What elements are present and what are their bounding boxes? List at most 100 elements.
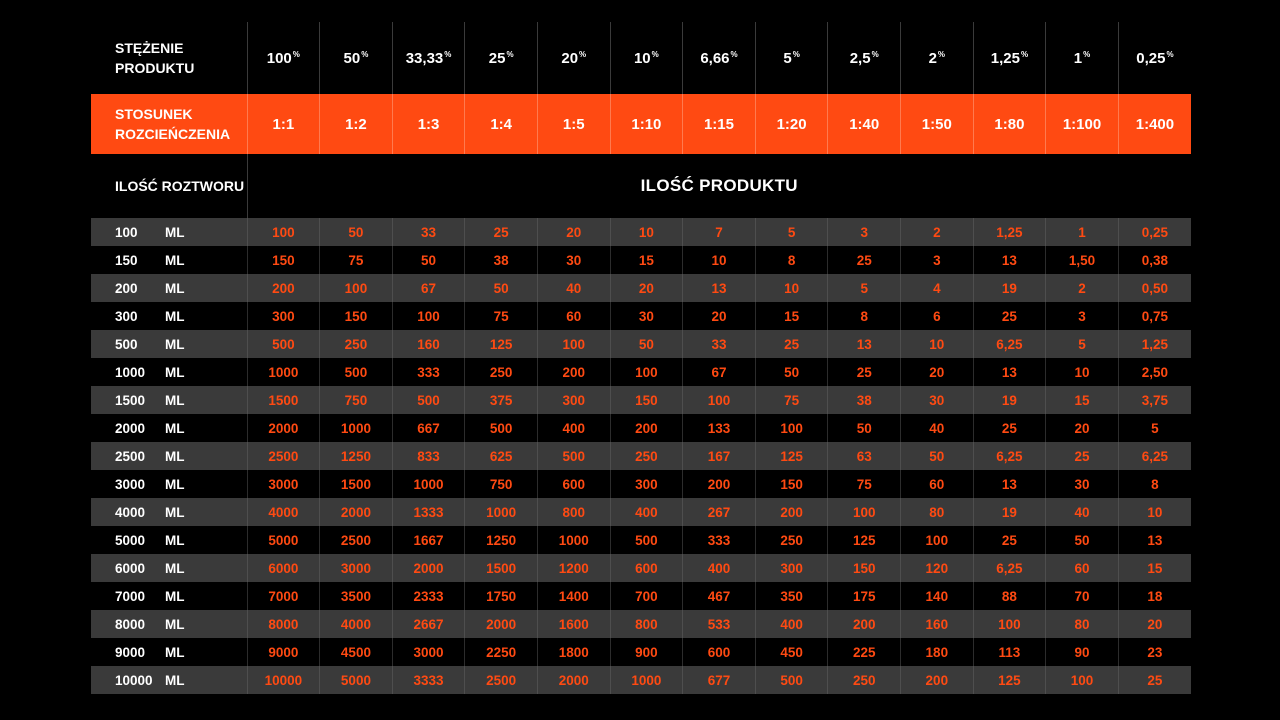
solution-amount-cell: 6000 ML [91,554,248,582]
product-amount-cell: 3 [827,218,901,246]
percent-sign: % [1020,49,1029,59]
product-amount-cell: 750 [464,470,538,498]
product-amount-cell: 1000 [319,414,393,442]
product-amount-cell: 500 [464,414,538,442]
percent-sign: % [871,49,879,59]
product-amount-cell: 4000 [319,610,393,638]
ratio-cell: 1:100 [1045,94,1119,154]
product-amount-cell: 33 [682,330,756,358]
product-amount-cell: 400 [682,554,756,582]
product-amount-cell: 100 [536,330,611,358]
product-amount-cell: 100 [609,358,683,386]
table-row: 300 ML 300 150 100 75 60 30 20 15 8 6 25 3 0,75 [91,302,1191,330]
product-amount-cell: 1800 [536,638,611,666]
product-amount-cell: 6000 [246,554,320,582]
product-amount-cell: 150 [754,470,828,498]
product-amount-cell: 250 [754,526,828,554]
concentration-value: 2 [928,49,937,67]
product-amount-cell: 10 [609,218,683,246]
product-amount-cell: 25 [827,358,901,386]
solution-quantity: 200 [115,280,138,296]
product-amount-cell: 450 [754,638,828,666]
product-amount-cell: 50 [464,274,538,302]
product-amount-cell: 60 [900,470,974,498]
solution-quantity: 5000 [115,532,146,548]
product-amount-cell: 30 [900,386,974,414]
product-amount-cell: 250 [464,358,538,386]
table-row: 10000 ML 10000 5000 3333 2500 2000 1000 677 500 25… [91,666,1191,694]
percent-sign: % [1166,49,1174,59]
solution-header-row: ILOŚĆ ROZTWORU ILOŚĆ PRODUKTU [91,154,1191,218]
solution-amount-cell: 150 ML [91,246,248,274]
product-amount-cell: 5 [1045,330,1119,358]
product-amount-cell: 2 [1045,274,1119,302]
product-amount-cell: 5 [827,274,901,302]
product-amount-cell: 200 [682,470,756,498]
product-amount-cell: 100 [682,386,756,414]
solution-amount-cell: 500 ML [91,330,248,358]
product-amount-cell: 100 [1045,666,1119,694]
product-amount-cell: 2333 [391,582,465,610]
concentration-cell: 10% [609,22,683,94]
product-amount-cell: 667 [391,414,465,442]
product-amount-cell: 10000 [246,666,320,694]
product-amount-cell: 75 [319,246,393,274]
product-amount-cell: 200 [827,610,901,638]
ratio-cell: 1:10 [609,94,683,154]
product-amount-cell: 10 [1045,358,1119,386]
concentration-value: 1 [1073,49,1083,67]
product-amount-cell: 10 [682,246,756,274]
table-row: 150 ML 150 75 50 38 30 15 10 8 25 3 13 1,50 0,38 [91,246,1191,274]
product-amount-cell: 30 [609,302,683,330]
product-amount-cell: 1500 [246,386,320,414]
product-amount-cell: 80 [1045,610,1119,638]
product-amount-cell: 0,38 [1117,246,1191,274]
product-amount-cell: 1500 [319,470,393,498]
product-amount-cell: 0,50 [1117,274,1191,302]
solution-amount-cell: 4000 ML [91,498,248,526]
solution-quantity: 6000 [115,560,146,576]
ratio-cell: 1:3 [391,94,465,154]
product-amount-cell: 400 [536,414,611,442]
product-amount-cell: 200 [754,498,828,526]
table-row: 1500 ML 1500 750 500 375 300 150 100 75 38 30 19 15 3,… [91,386,1191,414]
product-amount-cell: 800 [609,610,683,638]
product-amount-cell: 13 [972,246,1046,274]
product-amount-cell: 4 [900,274,974,302]
product-amount-cell: 10 [754,274,828,302]
product-amount-cell: 677 [682,666,756,694]
product-amount-cell: 1000 [391,470,465,498]
product-amount-cell: 500 [391,386,465,414]
product-amount-cell: 2,50 [1117,358,1191,386]
solution-unit: ML [165,364,185,380]
product-amount-cell: 1200 [536,554,611,582]
product-amount-cell: 5 [1117,414,1191,442]
concentration-value: 33,33 [405,49,444,67]
product-amount-cell: 167 [682,442,756,470]
solution-amount-cell: 8000 ML [91,610,248,638]
product-amount-cell: 160 [900,610,974,638]
product-amount-cell: 175 [827,582,901,610]
concentration-label: STĘŻENIE PRODUKTU [115,40,195,76]
solution-unit: ML [165,616,185,632]
solution-amount-cell: 10000 ML [91,666,248,694]
product-amount-cell: 25 [464,218,538,246]
product-amount-cell: 1667 [391,526,465,554]
solution-unit: ML [165,644,185,660]
solution-quantity: 4000 [115,504,146,520]
solution-label: ILOŚĆ ROZTWORU [115,178,245,194]
concentration-cell: 20% [536,22,611,94]
table-row: 4000 ML 4000 2000 1333 1000 800 400 267 200 100 80 1… [91,498,1191,526]
product-amount-cell: 75 [754,386,828,414]
product-amount-cell: 6,25 [972,554,1046,582]
product-amount-cell: 70 [1045,582,1119,610]
product-amount-cell: 8 [827,302,901,330]
product-amount-cell: 1000 [609,666,683,694]
percent-sign: % [444,49,452,59]
product-amount-cell: 80 [900,498,974,526]
solution-unit: ML [165,532,185,548]
product-amount-cell: 100 [246,218,320,246]
solution-quantity: 300 [115,308,138,324]
product-amount-cell: 1000 [246,358,320,386]
product-amount-cell: 13 [972,470,1046,498]
